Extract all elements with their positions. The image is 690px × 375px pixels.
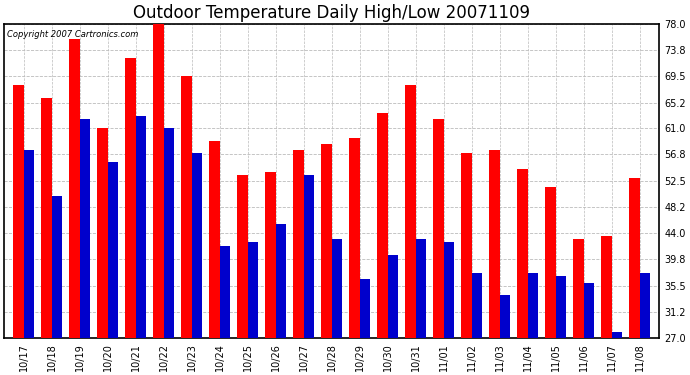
Bar [528,273,538,338]
Bar [13,86,23,338]
Bar [555,276,566,338]
Bar [332,239,342,338]
Title: Outdoor Temperature Daily High/Low 20071109: Outdoor Temperature Daily High/Low 20071… [133,4,530,22]
Bar [23,150,34,338]
Bar [293,150,304,338]
Bar [584,282,594,338]
Bar [97,129,108,338]
Bar [359,279,371,338]
Bar [237,175,248,338]
Bar [265,172,276,338]
Bar [640,273,650,338]
Bar [489,150,500,338]
Bar [125,58,136,338]
Bar [377,113,388,338]
Bar [136,116,146,338]
Bar [415,239,426,338]
Bar [41,98,52,338]
Text: Copyright 2007 Cartronics.com: Copyright 2007 Cartronics.com [8,30,139,39]
Bar [545,187,555,338]
Bar [248,243,258,338]
Bar [405,86,415,338]
Bar [276,224,286,338]
Bar [500,295,511,338]
Bar [80,119,90,338]
Bar [444,243,454,338]
Bar [192,153,202,338]
Bar [181,76,192,338]
Bar [349,138,359,338]
Bar [517,168,528,338]
Bar [108,162,119,338]
Bar [153,24,164,338]
Bar [601,236,611,338]
Bar [461,153,472,338]
Bar [209,141,219,338]
Bar [164,129,175,338]
Bar [573,239,584,338]
Bar [219,246,230,338]
Bar [472,273,482,338]
Bar [611,332,622,338]
Bar [304,175,315,338]
Bar [69,39,80,338]
Bar [433,119,444,338]
Bar [321,144,332,338]
Bar [52,196,62,338]
Bar [388,255,398,338]
Bar [629,178,640,338]
